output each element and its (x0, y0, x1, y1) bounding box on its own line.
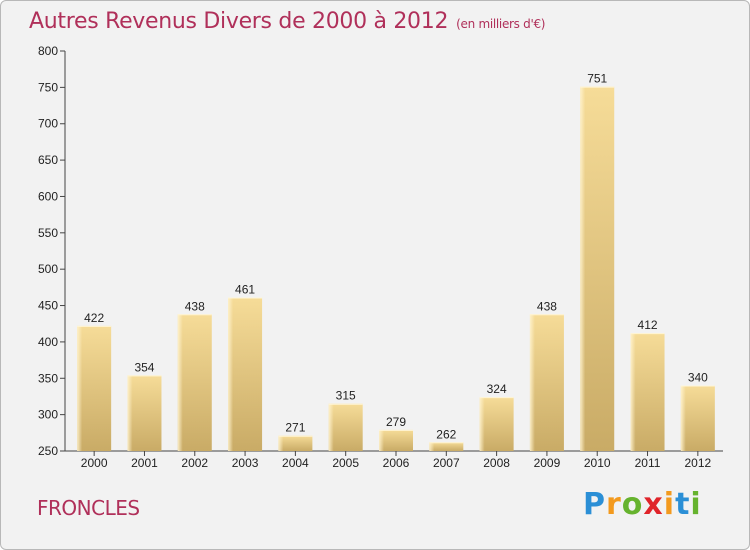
x-tick-label: 2009 (534, 456, 561, 470)
bar-value-label: 354 (134, 360, 154, 374)
bar-highlight (429, 442, 435, 451)
bar-value-label: 340 (688, 371, 708, 385)
bar (479, 397, 514, 451)
axis-layer: 250 300 350 400 450 500 550 600 650 700 750 800 (38, 44, 723, 458)
title-main: Autres Revenus Divers de 2000 à 2012 (29, 9, 449, 34)
x-tick-label: 2012 (684, 456, 711, 470)
x-tick-label: 2005 (332, 456, 359, 470)
y-tick-label: 350 (38, 371, 58, 385)
y-tick-label: 600 (38, 189, 58, 203)
bar-value-label: 412 (638, 318, 658, 332)
bar (630, 333, 665, 451)
bar-value-label: 438 (537, 299, 557, 313)
y-tick-label: 400 (38, 335, 58, 349)
y-tick-label: 700 (38, 117, 58, 131)
bar-value-label: 315 (336, 389, 356, 403)
x-tick-label: 2004 (282, 456, 309, 470)
x-tick-label: 2000 (81, 456, 108, 470)
y-tick-label: 300 (38, 408, 58, 422)
bar-value-label: 422 (84, 311, 104, 325)
logo-letter: P (583, 487, 606, 522)
bar (328, 403, 363, 451)
bar-highlight (630, 333, 636, 451)
logo-letter: t (675, 487, 691, 522)
bar (177, 314, 212, 451)
bar-highlight (580, 86, 586, 452)
x-tick-label: 2011 (635, 456, 661, 470)
y-tick-label: 250 (38, 444, 58, 458)
y-tick-label: 750 (38, 80, 58, 94)
bar (228, 297, 263, 451)
x-tick-label: 2010 (584, 456, 611, 470)
bar-value-label: 279 (386, 415, 406, 429)
y-tick-label: 800 (38, 44, 58, 58)
bar (580, 86, 615, 452)
bar-highlight (379, 429, 384, 451)
y-tick-label: 500 (38, 262, 58, 276)
logo-letter: i (663, 487, 676, 522)
logo-letter: r (606, 487, 622, 522)
bar-highlight (529, 314, 535, 451)
bar (127, 375, 162, 451)
bar-highlight (127, 375, 133, 451)
bar-highlight (680, 385, 686, 451)
bar-highlight (228, 297, 234, 451)
proxiti-logo: Proxiti (583, 487, 702, 522)
x-tick-label: 2002 (181, 456, 208, 470)
bar-value-label: 751 (587, 72, 607, 86)
x-tick-label: 2003 (232, 456, 259, 470)
bar-highlight (278, 435, 284, 451)
logo-letter: x (643, 487, 664, 522)
bar-layer (77, 86, 715, 452)
bar-value-label: 438 (185, 299, 205, 313)
bar-highlight (177, 314, 183, 451)
y-tick-label: 450 (38, 299, 58, 313)
bar (278, 435, 313, 451)
y-tick-label: 550 (38, 226, 58, 240)
logo-letter: o (621, 487, 644, 522)
bar (529, 314, 564, 451)
y-tick-label: 650 (38, 153, 58, 167)
city-name: FRONCLES (37, 496, 140, 520)
x-tick-label: 2007 (433, 456, 460, 470)
x-tick-label: 2008 (483, 456, 510, 470)
bar (429, 442, 464, 451)
bar (680, 385, 715, 451)
bar-value-label: 461 (235, 283, 255, 297)
label-layer: 422 2000 354 2001 438 2002 461 2003 271 2004 315 20… (81, 72, 712, 470)
chart-title: Autres Revenus Divers de 2000 à 2012 (en … (29, 9, 545, 34)
bar (77, 325, 112, 451)
x-tick-label: 2006 (383, 456, 410, 470)
bar-value-label: 271 (285, 421, 305, 435)
bar (379, 429, 413, 451)
bar-highlight (328, 403, 334, 451)
x-tick-label: 2001 (131, 456, 158, 470)
bar-value-label: 262 (436, 427, 456, 441)
logo-letter: i (690, 487, 702, 522)
bar-highlight (77, 325, 83, 451)
bar-value-label: 324 (487, 382, 507, 396)
title-unit: (en milliers d'€) (456, 17, 546, 31)
bar-highlight (479, 397, 485, 451)
